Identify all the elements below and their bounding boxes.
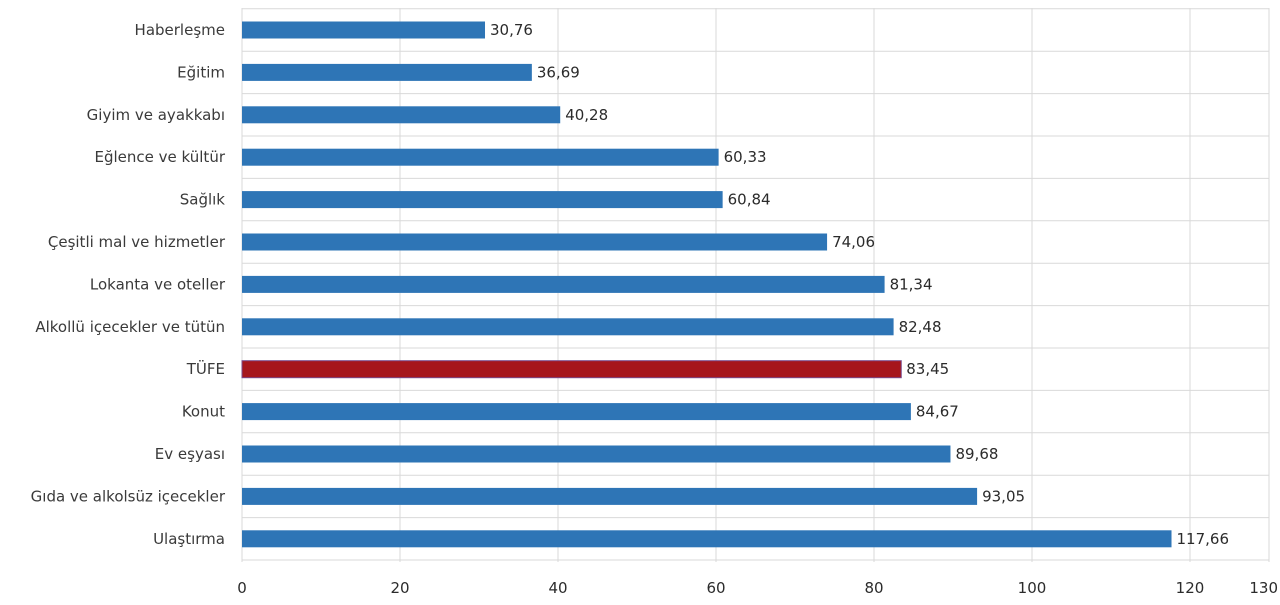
x-tick-label: 20 <box>390 579 409 597</box>
bar <box>242 530 1172 548</box>
x-tick-label: 80 <box>864 579 883 597</box>
value-label: 60,84 <box>728 191 771 209</box>
category-label: Eğlence ve kültür <box>95 148 226 166</box>
bar <box>242 275 885 293</box>
value-label: 74,06 <box>832 233 875 251</box>
category-label: Çeşitli mal ve hizmetler <box>48 233 226 251</box>
value-label: 60,33 <box>724 148 767 166</box>
value-label: 84,67 <box>916 403 959 421</box>
value-label: 89,68 <box>955 445 998 463</box>
value-label: 36,69 <box>537 63 580 81</box>
category-label: TÜFE <box>186 359 225 378</box>
category-label: Haberleşme <box>135 21 225 39</box>
value-label: 40,28 <box>565 106 608 124</box>
bar <box>242 445 951 463</box>
value-labels: 30,76 36,69 40,28 60,33 60,84 74,06 81,34 82,48… <box>490 21 1229 548</box>
bar <box>242 106 561 124</box>
value-label: 93,05 <box>982 487 1025 505</box>
category-label: Alkollü içecekler ve tütün <box>35 318 225 336</box>
bar <box>242 318 894 336</box>
x-tick-label: 40 <box>548 579 567 597</box>
x-tick-label: 60 <box>706 579 725 597</box>
grid-lines <box>241 8 1270 562</box>
bar <box>242 403 911 421</box>
x-axis-ticks: 0 20 40 60 80 100 120 130 <box>237 579 1278 597</box>
category-label: Sağlık <box>180 191 226 209</box>
bar <box>242 148 719 166</box>
value-label: 117,66 <box>1177 530 1230 548</box>
category-label: Konut <box>182 403 225 421</box>
value-label: 81,34 <box>890 275 933 293</box>
bar <box>242 233 828 251</box>
bar <box>242 487 978 505</box>
category-label: Ulaştırma <box>153 530 225 548</box>
category-label: Gıda ve alkolsüz içecekler <box>31 487 226 505</box>
value-label: 30,76 <box>490 21 533 39</box>
bar <box>242 21 486 39</box>
x-tick-label: 0 <box>237 579 247 597</box>
bar <box>242 191 723 209</box>
bar <box>242 63 532 81</box>
x-tick-label: 120 <box>1176 579 1205 597</box>
bars <box>241 21 1172 548</box>
value-label: 82,48 <box>899 318 942 336</box>
x-tick-label: 130 <box>1249 579 1278 597</box>
category-label: Giyim ve ayakkabı <box>87 106 225 124</box>
category-labels: Haberleşme Eğitim Giyim ve ayakkabı Eğlence… <box>31 21 226 548</box>
category-label: Eğitim <box>177 63 225 81</box>
bar-highlight <box>241 360 902 379</box>
value-label: 83,45 <box>906 360 949 378</box>
x-tick-label: 100 <box>1018 579 1047 597</box>
category-label: Lokanta ve oteller <box>90 275 226 293</box>
category-label: Ev eşyası <box>155 445 225 463</box>
